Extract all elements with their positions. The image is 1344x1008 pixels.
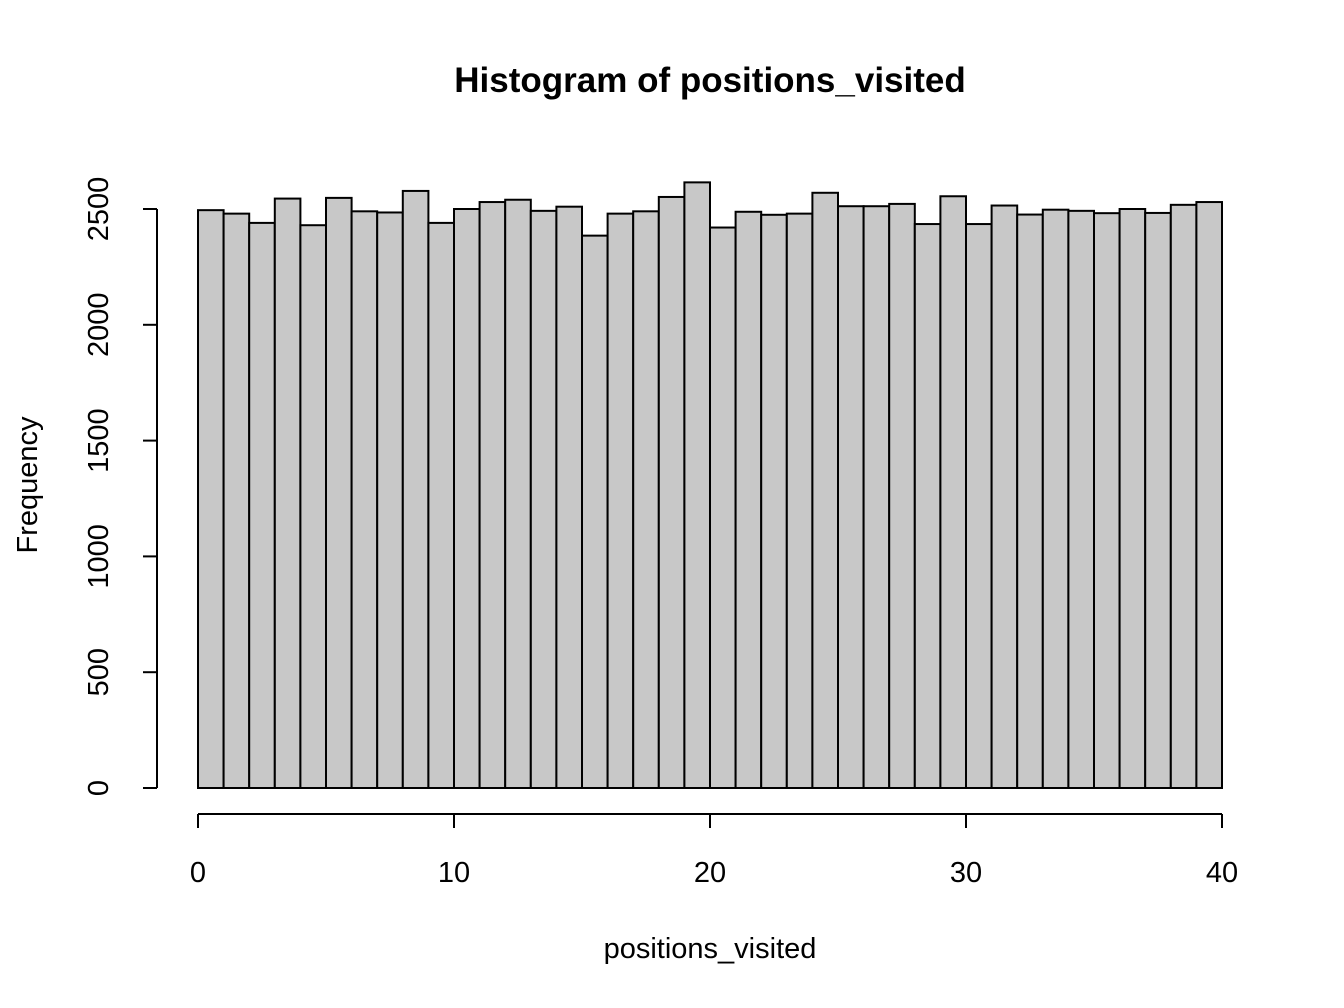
histogram-bar	[1067, 209, 1096, 790]
histogram-bar	[1016, 213, 1044, 789]
histogram-bar	[453, 208, 481, 789]
histogram-bar	[837, 205, 865, 789]
y-tick-label: 1000	[83, 524, 115, 589]
y-tick-label: 2500	[83, 177, 115, 242]
histogram-bar	[709, 226, 737, 789]
x-tick-label: 0	[190, 857, 206, 889]
histogram-bar	[990, 204, 1019, 789]
histogram-bar	[888, 202, 916, 790]
histogram-bar	[376, 211, 404, 789]
y-tick-label: 500	[83, 648, 115, 696]
x-axis: 0 10 20 30 40	[190, 813, 1238, 889]
histogram-bar	[299, 224, 327, 790]
y-axis: 0 500 1000 1500 2000 2500	[83, 177, 158, 796]
histogram-bar	[657, 195, 686, 790]
histogram-bar	[606, 212, 635, 789]
histogram-bar	[555, 205, 584, 789]
y-tick-label: 0	[83, 780, 115, 796]
histogram-bar	[760, 213, 788, 790]
histogram-bar	[197, 209, 225, 789]
histogram-bar	[734, 210, 763, 790]
histogram-bar	[478, 201, 507, 789]
histogram-bar	[862, 205, 891, 789]
y-tick-label: 1500	[83, 408, 115, 473]
histogram-bar	[504, 198, 532, 789]
histogram-bar	[1195, 201, 1224, 789]
histogram-bar	[1169, 203, 1198, 790]
x-tick-label: 30	[950, 857, 982, 889]
histogram-bar	[811, 191, 840, 789]
histogram-bar	[222, 212, 251, 789]
x-tick-label: 40	[1206, 857, 1238, 889]
histogram-bar	[913, 223, 942, 789]
chart-title: Histogram of positions_visited	[454, 61, 965, 100]
histogram-bar	[1144, 211, 1172, 789]
histogram-bar	[965, 223, 993, 789]
histogram-bar	[632, 210, 660, 790]
histogram-bar	[248, 221, 276, 789]
histogram-bar	[350, 210, 379, 790]
histogram-bar	[1093, 212, 1121, 789]
histogram-bar	[1041, 208, 1070, 789]
histogram-bar	[427, 221, 455, 789]
histogram-bar	[325, 196, 353, 790]
histogram-bar	[683, 181, 712, 789]
x-tick-label: 20	[694, 857, 726, 889]
x-axis-label: positions_visited	[604, 933, 817, 965]
histogram-bar	[401, 189, 430, 790]
histogram-bar	[939, 195, 968, 789]
y-axis-label: Frequency	[12, 416, 44, 554]
x-tick-label: 10	[438, 857, 470, 889]
histogram-bar	[1118, 208, 1147, 789]
histogram-bar	[273, 197, 302, 789]
histogram-bar	[529, 209, 558, 790]
histogram-bar	[581, 234, 609, 790]
y-tick-label: 2000	[83, 293, 115, 358]
bars-group	[197, 181, 1224, 790]
histogram-bar	[785, 212, 814, 789]
